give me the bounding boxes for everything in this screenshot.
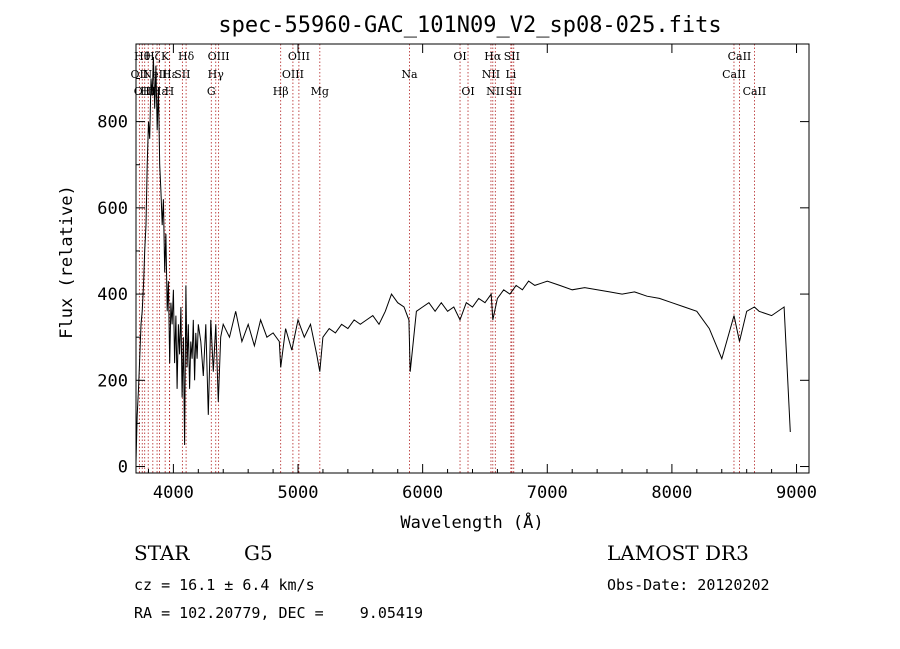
y-tick-label: 600 <box>97 199 128 219</box>
chart-title: spec-55960-GAC_101N09_V2_sp08-025.fits <box>218 13 721 38</box>
line-marker-label: G <box>207 85 216 98</box>
x-tick-label: 7000 <box>527 483 568 503</box>
line-marker-label: OIII <box>288 50 310 63</box>
line-marker-label: Hε <box>162 68 178 81</box>
y-tick-label: 0 <box>118 458 128 478</box>
line-marker-label: NeIII <box>142 68 171 81</box>
x-tick-label: 8000 <box>651 483 692 503</box>
line-marker-label: Hγ <box>208 68 225 81</box>
line-marker-label: CaII <box>728 50 752 63</box>
line-marker-label: SII <box>174 68 190 81</box>
x-axis: 4000 5000 6000 7000 8000 9000 <box>147 44 817 503</box>
line-marker-label: CaII <box>722 68 746 81</box>
line-marker-label: Hζ <box>145 50 161 63</box>
line-marker-label: K <box>161 50 170 63</box>
line-marker-label: Hα <box>484 50 502 63</box>
line-marker-label: H <box>165 85 175 98</box>
line-marker-label: Hδ <box>178 50 195 63</box>
line-marker-label: CaII <box>743 85 767 98</box>
line-marker-label: NII <box>486 85 504 98</box>
object-class: STAR <box>134 541 190 565</box>
x-tick-label: 6000 <box>402 483 443 503</box>
y-axis-label: Flux (relative) <box>57 185 77 339</box>
line-marker-label: OI <box>453 50 466 63</box>
y-axis: 0 200 400 600 800 <box>97 77 809 478</box>
line-marker-label: Li <box>505 68 516 81</box>
coordinates-text: RA = 102.20779, DEC = 9.05419 <box>134 604 423 622</box>
y-tick-label: 400 <box>97 285 128 305</box>
line-marker-label: SII <box>506 85 522 98</box>
line-marker-label: Hθ <box>134 50 151 63</box>
line-marker-label: NII <box>482 68 500 81</box>
x-tick-label: 5000 <box>278 483 319 503</box>
line-markers <box>138 44 755 473</box>
object-subclass: G5 <box>244 541 273 565</box>
y-tick-label: 800 <box>97 113 128 133</box>
line-marker-label: OIII <box>282 68 304 81</box>
survey-name: LAMOST DR3 <box>607 541 749 565</box>
x-axis-label: Wavelength (Å) <box>400 511 543 533</box>
spectrum-line <box>135 56 791 463</box>
line-marker-label: Hβ <box>273 85 289 98</box>
x-tick-label: 9000 <box>776 483 817 503</box>
redshift-text: cz = 16.1 ± 6.4 km/s <box>134 576 315 594</box>
line-marker-label: Hε <box>152 85 168 98</box>
line-marker-label: OII <box>131 68 149 81</box>
line-marker-labels: OIIHθOIIIHηHζNeIIIHεKHHεSIIHδGHγOIIIHβOI… <box>131 50 767 98</box>
line-marker-label: Mg <box>311 85 329 98</box>
line-marker-label: SII <box>504 50 520 63</box>
line-marker-label: Na <box>401 68 418 81</box>
x-tick-label: 4000 <box>153 483 194 503</box>
obs-date-text: Obs-Date: 20120202 <box>607 576 770 594</box>
y-tick-label: 200 <box>97 371 128 391</box>
plot-frame <box>135 43 810 474</box>
line-marker-label: OI <box>461 85 474 98</box>
line-marker-label: OIII <box>208 50 230 63</box>
